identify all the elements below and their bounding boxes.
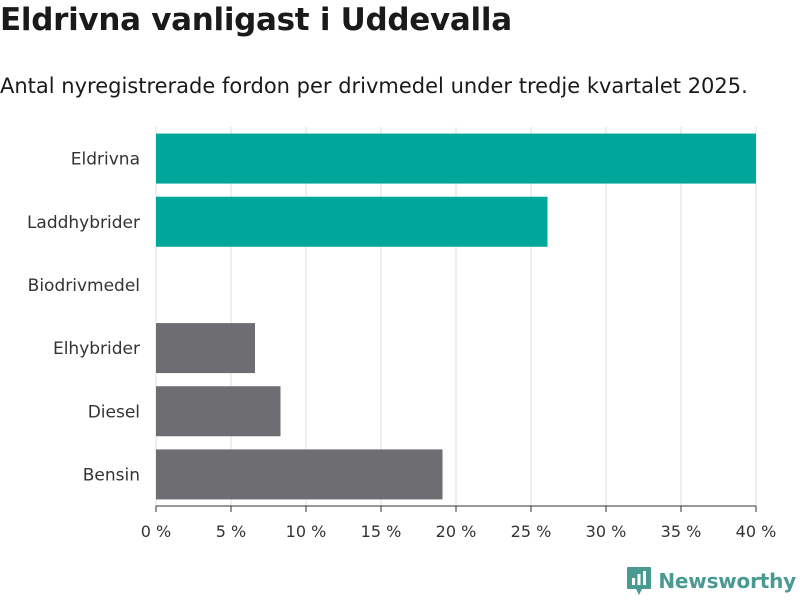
newsworthy-logo: Newsworthy	[626, 566, 796, 596]
category-label: Laddhybrider	[27, 213, 140, 233]
x-tick-label: 20 %	[436, 522, 477, 541]
bar-laddhybrider	[156, 196, 548, 247]
bars	[156, 133, 756, 500]
bar-bensin	[156, 449, 443, 500]
bar-diesel	[156, 386, 281, 437]
newsworthy-icon	[627, 567, 652, 595]
category-label: Biodrivmedel	[28, 276, 140, 296]
chart-subtitle: Antal nyregistrerade fordon per drivmede…	[0, 74, 748, 98]
x-tick-label: 25 %	[511, 522, 552, 541]
chart-title: Eldrivna vanligast i Uddevalla	[0, 2, 512, 38]
brand-name: Newsworthy	[658, 569, 796, 593]
category-label: Diesel	[88, 402, 140, 422]
x-tick-label: 30 %	[586, 522, 627, 541]
x-tick-label: 35 %	[661, 522, 702, 541]
x-axis: 0 % 5 % 10 % 15 % 20 % 25 % 30 % 35 % 40 %	[141, 505, 777, 541]
category-label: Bensin	[83, 465, 140, 485]
bar-eldrivna	[156, 133, 756, 184]
bar-elhybrider	[156, 323, 255, 374]
gridlines	[155, 127, 757, 506]
category-label: Elhybrider	[53, 339, 140, 359]
category-labels: Eldrivna Laddhybrider Biodrivmedel Elhybrid…	[27, 150, 140, 486]
x-tick-label: 5 %	[216, 522, 246, 541]
x-tick-label: 15 %	[361, 522, 402, 541]
category-label: Eldrivna	[71, 150, 140, 170]
x-tick-label: 0 %	[141, 522, 171, 541]
x-tick-label: 40 %	[736, 522, 777, 541]
x-tick-label: 10 %	[286, 522, 327, 541]
